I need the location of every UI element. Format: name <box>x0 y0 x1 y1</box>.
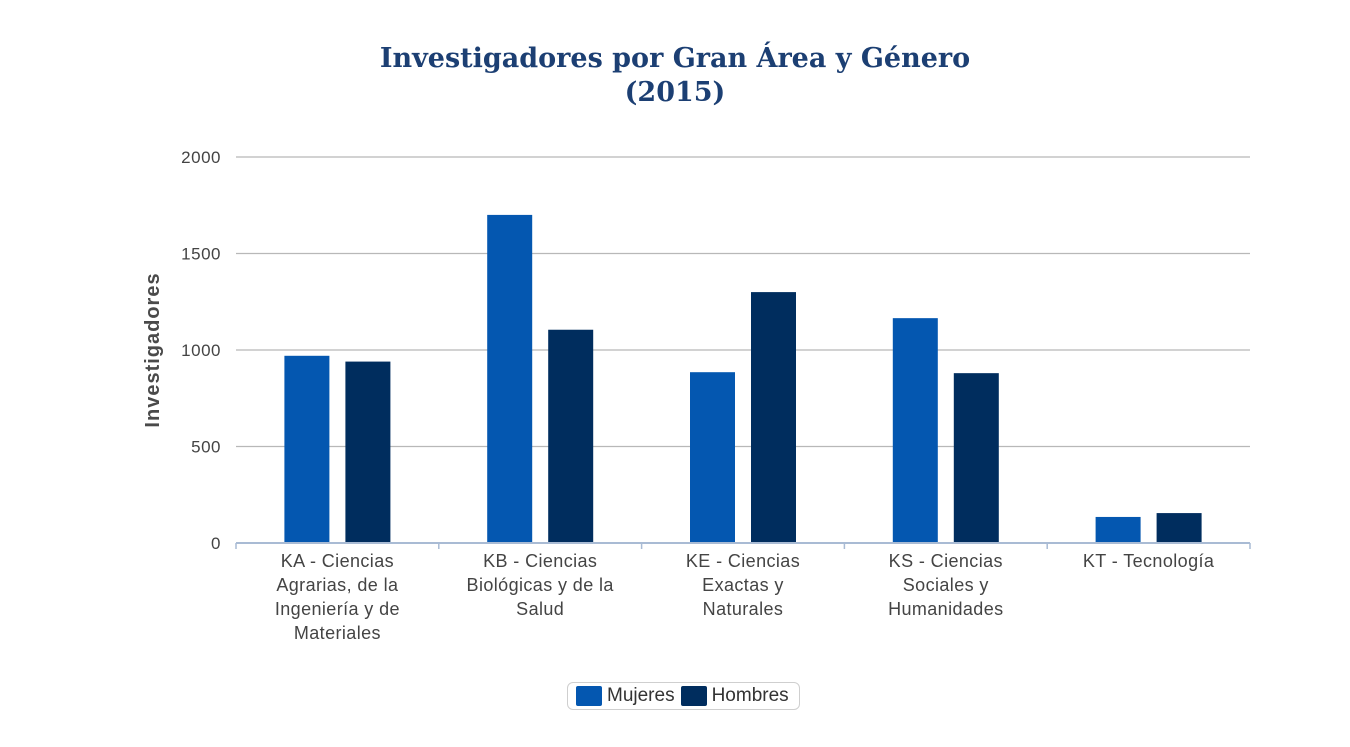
chart-title-line-2: (2015) <box>624 77 726 108</box>
bar-mujeres-3[interactable] <box>892 318 938 543</box>
gridlines <box>236 156 1250 448</box>
bar-mujeres-1[interactable] <box>487 214 533 543</box>
legend-swatch-hombres <box>680 686 707 706</box>
x-axis <box>235 542 1251 549</box>
bar-hombres-0[interactable] <box>345 361 391 543</box>
bars <box>284 214 1202 543</box>
x-tick-label-1: KB - Ciencias Biológicas y de la Salud <box>467 551 615 619</box>
y-tick-label-2000: 2000 <box>181 148 221 167</box>
bar-hombres-1[interactable] <box>548 329 594 543</box>
x-tick-label-3: KS - Ciencias Sociales y Humanidades <box>888 551 1003 619</box>
y-axis-ticks: 0 500 1000 1500 2000 <box>181 148 221 553</box>
bar-hombres-3[interactable] <box>953 373 999 543</box>
y-tick-label-500: 500 <box>191 438 221 457</box>
x-tick-label-2: KE - Ciencias Exactas y Naturales <box>686 551 800 619</box>
bar-mujeres-0[interactable] <box>284 355 330 543</box>
legend-item-hombres[interactable]: Hombres <box>680 685 789 707</box>
legend-item-mujeres[interactable]: Mujeres <box>576 685 675 707</box>
legend: Mujeres Hombres <box>567 682 800 710</box>
legend-swatch-mujeres <box>576 686 602 706</box>
x-tick-label-4: KT - Tecnología <box>1083 551 1215 571</box>
legend-label-mujeres: Mujeres <box>607 685 675 706</box>
y-tick-label-0: 0 <box>211 534 221 553</box>
y-tick-label-1000: 1000 <box>181 341 221 360</box>
bar-hombres-2[interactable] <box>751 292 796 543</box>
legend-label-hombres: Hombres <box>711 685 789 706</box>
y-axis-title: Investigadores <box>142 272 164 427</box>
y-tick-label-1500: 1500 <box>181 245 221 264</box>
chart-title: Investigadores por Gran Área y Género (2… <box>0 42 1350 110</box>
x-tick-label-0: KA - Ciencias Agrarias, de la Ingeniería y… <box>275 551 400 643</box>
chart-title-line-1: Investigadores por Gran Área y Género <box>379 43 971 74</box>
bar-mujeres-4[interactable] <box>1095 516 1141 543</box>
bar-hombres-4[interactable] <box>1156 513 1202 543</box>
x-axis-ticks: KA - Ciencias Agrarias, de la Ingeniería y… <box>275 551 1215 643</box>
bar-mujeres-2[interactable] <box>690 372 735 543</box>
